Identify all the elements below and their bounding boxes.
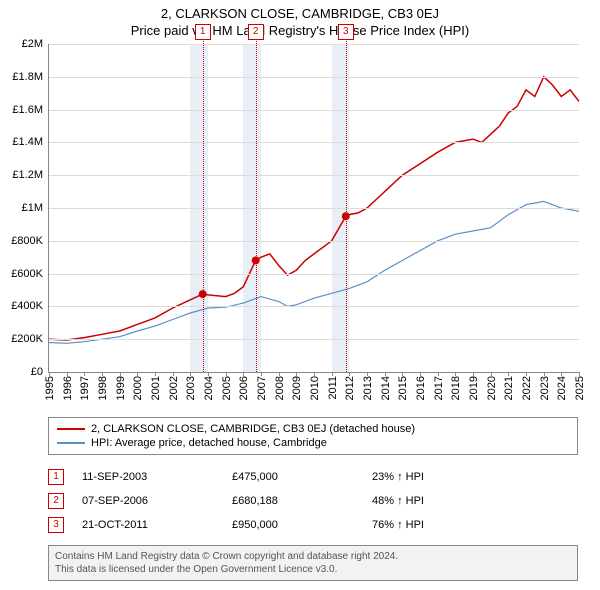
x-axis-label: 2015 xyxy=(397,376,409,400)
gridline xyxy=(49,274,579,275)
y-axis-label: £400K xyxy=(11,300,43,312)
x-axis-label: 2007 xyxy=(256,376,268,400)
sales-row: 3 21-OCT-2011£950,00076% ↑ HPI xyxy=(48,513,578,537)
x-axis-label: 2019 xyxy=(468,376,480,400)
legend-item: HPI: Average price, detached house, Camb… xyxy=(57,436,569,450)
y-axis-label: £2M xyxy=(22,38,43,50)
x-axis-label: 1998 xyxy=(97,376,109,400)
y-axis-label: £1.4M xyxy=(12,136,43,148)
sales-row-marker: 1 xyxy=(48,469,64,485)
legend-label: HPI: Average price, detached house, Camb… xyxy=(91,437,327,449)
y-axis-label: £600K xyxy=(11,268,43,280)
gridline xyxy=(49,110,579,111)
x-axis-label: 2002 xyxy=(168,376,180,400)
legend: 2, CLARKSON CLOSE, CAMBRIDGE, CB3 0EJ (d… xyxy=(48,417,578,455)
x-axis-label: 2009 xyxy=(291,376,303,400)
x-axis-label: 2012 xyxy=(344,376,356,400)
x-axis-label: 2008 xyxy=(274,376,286,400)
sales-date: 11-SEP-2003 xyxy=(82,471,232,483)
x-axis-label: 2023 xyxy=(539,376,551,400)
chart-container: 2, CLARKSON CLOSE, CAMBRIDGE, CB3 0EJ Pr… xyxy=(0,0,600,590)
x-axis-label: 2004 xyxy=(203,376,215,400)
x-axis-label: 2013 xyxy=(362,376,374,400)
credits-line: This data is licensed under the Open Gov… xyxy=(55,563,571,576)
gridline xyxy=(49,142,579,143)
x-axis-label: 1995 xyxy=(44,376,56,400)
y-axis-label: £0 xyxy=(31,366,43,378)
x-axis-label: 2011 xyxy=(327,376,339,400)
gridline xyxy=(49,77,579,78)
x-axis-label: 1997 xyxy=(79,376,91,400)
gridline xyxy=(49,175,579,176)
x-axis-label: 2001 xyxy=(150,376,162,400)
y-axis-label: £1.6M xyxy=(12,104,43,116)
sale-marker-line xyxy=(346,24,347,372)
sales-row-marker: 2 xyxy=(48,493,64,509)
sales-date: 21-OCT-2011 xyxy=(82,519,232,531)
sales-row-marker: 3 xyxy=(48,517,64,533)
sales-price: £950,000 xyxy=(232,519,372,531)
sale-marker-line xyxy=(203,24,204,372)
y-axis-label: £200K xyxy=(11,333,43,345)
y-axis-label: £1.8M xyxy=(12,71,43,83)
sales-date: 07-SEP-2006 xyxy=(82,495,232,507)
x-axis-label: 2018 xyxy=(450,376,462,400)
sales-price: £475,000 xyxy=(232,471,372,483)
x-axis-label: 1999 xyxy=(115,376,127,400)
sales-diff: 23% ↑ HPI xyxy=(372,471,578,483)
legend-swatch xyxy=(57,428,85,430)
gridline xyxy=(49,44,579,45)
x-axis-label: 2024 xyxy=(556,376,568,400)
sale-marker-box: 1 xyxy=(195,24,211,40)
x-axis-label: 2010 xyxy=(309,376,321,400)
sales-table: 1 11-SEP-2003£475,00023% ↑ HPI 2 07-SEP-200… xyxy=(48,465,578,537)
x-axis-label: 2006 xyxy=(238,376,250,400)
gridline xyxy=(49,306,579,307)
sale-marker-box: 2 xyxy=(248,24,264,40)
sale-marker-box: 3 xyxy=(338,24,354,40)
y-axis-label: £1.2M xyxy=(12,169,43,181)
chart-subtitle: Price paid vs. HM Land Registry's House … xyxy=(0,21,600,38)
x-axis-label: 1996 xyxy=(62,376,74,400)
legend-item: 2, CLARKSON CLOSE, CAMBRIDGE, CB3 0EJ (d… xyxy=(57,422,569,436)
sales-row: 1 11-SEP-2003£475,00023% ↑ HPI xyxy=(48,465,578,489)
gridline xyxy=(49,241,579,242)
sales-diff: 48% ↑ HPI xyxy=(372,495,578,507)
gridline xyxy=(49,208,579,209)
y-axis-label: £800K xyxy=(11,235,43,247)
x-axis-label: 2017 xyxy=(433,376,445,400)
gridline xyxy=(49,339,579,340)
series-hpi xyxy=(49,201,579,343)
x-axis-label: 2022 xyxy=(521,376,533,400)
y-axis-label: £1M xyxy=(22,202,43,214)
sales-price: £680,188 xyxy=(232,495,372,507)
x-axis-label: 2003 xyxy=(185,376,197,400)
x-axis-label: 2016 xyxy=(415,376,427,400)
x-axis-label: 2005 xyxy=(221,376,233,400)
plot-area: £0£200K£400K£600K£800K£1M£1.2M£1.4M£1.6M… xyxy=(48,44,579,373)
chart-title: 2, CLARKSON CLOSE, CAMBRIDGE, CB3 0EJ xyxy=(0,0,600,21)
legend-label: 2, CLARKSON CLOSE, CAMBRIDGE, CB3 0EJ (d… xyxy=(91,423,415,435)
x-axis-label: 2014 xyxy=(380,376,392,400)
x-axis-label: 2020 xyxy=(486,376,498,400)
credits-box: Contains HM Land Registry data © Crown c… xyxy=(48,545,578,581)
x-axis-label: 2000 xyxy=(132,376,144,400)
sales-row: 2 07-SEP-2006£680,18848% ↑ HPI xyxy=(48,489,578,513)
sales-diff: 76% ↑ HPI xyxy=(372,519,578,531)
sale-marker-line xyxy=(256,24,257,372)
credits-line: Contains HM Land Registry data © Crown c… xyxy=(55,550,571,563)
x-axis-label: 2021 xyxy=(503,376,515,400)
legend-swatch xyxy=(57,442,85,444)
x-axis-label: 2025 xyxy=(574,376,586,400)
